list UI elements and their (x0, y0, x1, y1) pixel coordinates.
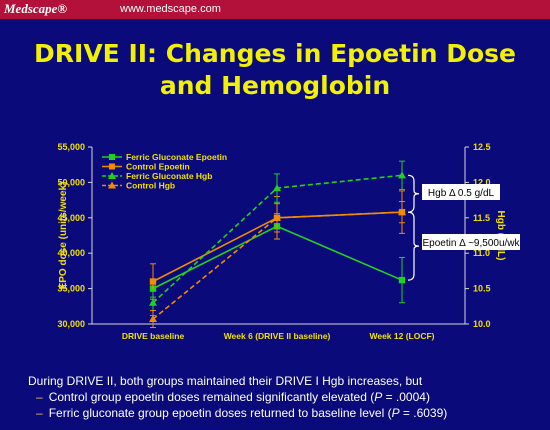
data-point-triangle (273, 213, 281, 221)
chart: 30,000 35,000 40,000 45,000 50,000 55,000 10.0… (57, 142, 520, 341)
y-tick-label-right: 10.5 (473, 284, 491, 294)
annotation-box (422, 184, 500, 200)
data-point-square (149, 278, 157, 285)
x-tick-label: Week 12 (LOCF) (369, 331, 434, 341)
data-point-triangle (273, 184, 281, 192)
slide-title-line-2: and Hemoglobin (159, 71, 391, 100)
y-tick-label-right: 11.5 (473, 213, 490, 223)
y-tick-label-left: 40,000 (57, 248, 85, 258)
y-axis-title-left: EPO dose (units/week) (58, 182, 69, 290)
epoetin-delta-bracket (407, 211, 420, 281)
legend-marker-square (109, 163, 115, 170)
caption-main: During DRIVE II, both groups maintained … (28, 374, 423, 388)
bullet-dash: – (36, 390, 43, 404)
bullet-1-text: Control group epoetin doses remained sig… (48, 390, 375, 404)
legend-marker-triangle (108, 172, 116, 179)
data-point-triangle (398, 208, 406, 216)
y-tick-label-left: 50,000 (57, 177, 85, 187)
bullet-2-text: Ferric gluconate group epoetin doses ret… (48, 406, 392, 420)
medscape-logo[interactable]: Medscape® (4, 1, 68, 16)
site-url[interactable]: www.medscape.com (120, 3, 221, 15)
bullet-1-p: P (374, 390, 383, 404)
y-tick-label-left: 35,000 (57, 284, 85, 294)
slide-title-line-1: DRIVE II: Changes in Epoetin Dose (34, 39, 516, 68)
legend-marker-triangle (108, 181, 116, 189)
annotation-box (422, 234, 520, 250)
data-point-square (398, 276, 406, 284)
header-bar: Medscape® www.medscape.com (0, 0, 550, 19)
caption-bullet-1: – Control group epoetin doses remained si… (28, 389, 543, 405)
caption: During DRIVE II, both groups maintained … (28, 373, 543, 421)
caption-bullet-2: – Ferric gluconate group epoetin doses re… (28, 405, 543, 421)
data-point-triangle (149, 315, 157, 323)
data-point-triangle (398, 171, 406, 179)
annotation-label: Hgb Δ 0.5 g/dL (428, 188, 495, 199)
legend-entry: Control Hgb (126, 181, 175, 191)
x-tick-label: DRIVE baseline (122, 331, 185, 341)
y-tick-label-right: 12.5 (473, 142, 491, 152)
data-point-triangle (149, 298, 157, 306)
bullet-1-value: = .0004) (382, 390, 430, 404)
slide-title: DRIVE II: Changes in Epoetin Dose and He… (0, 38, 550, 102)
y-tick-label-left: 45,000 (57, 213, 85, 223)
legend-entry: Ferric Gluconate Hgb (126, 171, 212, 181)
y-tick-label-left: 55,000 (57, 142, 85, 152)
y-tick-label-right: 11.0 (473, 248, 490, 258)
legend-entry: Control Epoetin (126, 162, 190, 172)
y-tick-label-right: 12.0 (473, 177, 491, 187)
legend-marker-square (109, 154, 115, 160)
annotation-label: Epoetin Δ ~9,500u/wk (422, 238, 520, 249)
hgb-delta-bracket (407, 174, 420, 213)
x-tick-label: Week 6 (DRIVE II baseline) (224, 331, 331, 341)
y-tick-label-right: 10.0 (473, 319, 491, 329)
bullet-2-value: = .6039) (399, 406, 448, 420)
legend-entry: Ferric Gluconate Epoetin (126, 152, 227, 162)
bullet-dash: – (36, 406, 43, 420)
y-tick-label-left: 30,000 (57, 319, 85, 329)
bullet-2-p: P (391, 406, 400, 420)
